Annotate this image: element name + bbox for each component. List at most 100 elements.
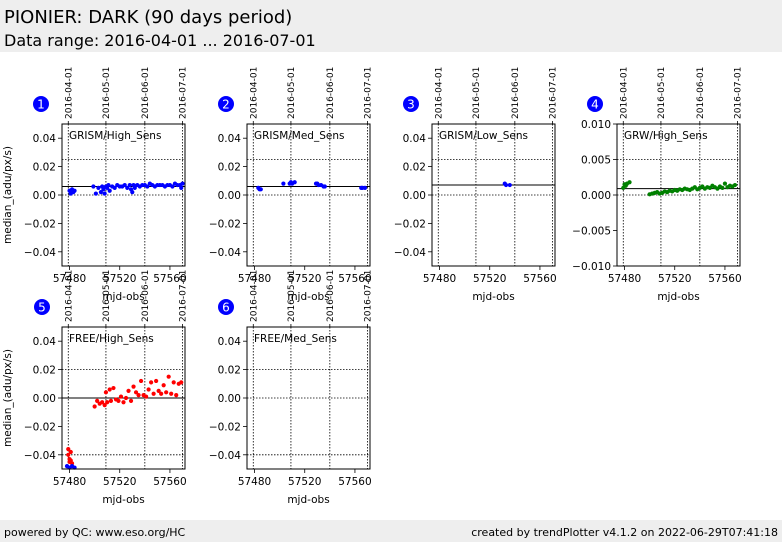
data-point bbox=[118, 394, 124, 399]
y-tick-label: −0.04 bbox=[394, 247, 426, 259]
data-point bbox=[154, 378, 159, 384]
y-tick-label: 0.04 bbox=[403, 133, 427, 145]
x-tick-label: 57560 bbox=[153, 476, 186, 488]
data-point bbox=[132, 185, 137, 190]
data-point bbox=[106, 182, 111, 188]
x-tick-label: 57480 bbox=[238, 476, 271, 488]
data-point bbox=[93, 191, 98, 196]
data-point bbox=[732, 182, 738, 188]
date-tick-label: 2016-06-01 bbox=[326, 67, 336, 119]
data-point bbox=[143, 394, 149, 399]
y-tick-label: −0.04 bbox=[209, 247, 241, 259]
y-tick-label: 0.04 bbox=[218, 336, 242, 348]
x-axis-label: mjd-obs bbox=[287, 494, 329, 506]
data-point bbox=[292, 180, 297, 185]
data-point bbox=[111, 385, 116, 391]
y-tick-label: −0.02 bbox=[209, 218, 241, 230]
x-axis-label: mjd-obs bbox=[287, 291, 329, 303]
chart-3: 2016-04-01 2016-05-01 2016-06-01 2016-07-01… bbox=[394, 67, 559, 303]
chart-6: 2016-04-01 2016-05-01 2016-06-01 2016-07-01… bbox=[209, 270, 374, 506]
x-tick-label: 57480 bbox=[423, 273, 456, 285]
x-tick-label: 57520 bbox=[658, 273, 691, 285]
x-tick-label: 57560 bbox=[338, 476, 371, 488]
data-point bbox=[362, 185, 368, 190]
data-point bbox=[107, 387, 112, 392]
plot-label: GRISM/Med_Sens bbox=[254, 130, 344, 142]
y-tick-label: −0.02 bbox=[24, 421, 56, 433]
data-point bbox=[103, 390, 109, 395]
plot-label: FREE/High_Sens bbox=[69, 333, 154, 345]
index-badge-label: 6 bbox=[222, 301, 230, 315]
y-tick-label: −0.010 bbox=[572, 261, 611, 273]
x-tick-label: 57520 bbox=[288, 476, 321, 488]
plot-label: FREE/Med_Sens bbox=[254, 333, 337, 345]
data-point bbox=[91, 184, 96, 189]
date-tick-label: 2016-07-01 bbox=[363, 67, 373, 119]
data-point bbox=[122, 182, 127, 188]
chart-2: 2016-04-01 2016-05-01 2016-06-01 2016-07-01… bbox=[209, 67, 374, 303]
data-point bbox=[108, 398, 114, 403]
plot-label: GRISM/Low_Sens bbox=[439, 130, 528, 142]
date-tick-label: 2016-04-01 bbox=[64, 67, 74, 119]
page-subtitle: Data range: 2016-04-01 ... 2016-07-01 bbox=[4, 31, 316, 50]
x-axis-label: mjd-obs bbox=[102, 494, 144, 506]
data-point bbox=[121, 400, 126, 405]
footer-created: created by trendPlotter v4.1.2 on 2022-0… bbox=[471, 526, 778, 539]
data-point bbox=[102, 403, 107, 408]
data-point bbox=[66, 452, 71, 457]
y-tick-label: 0.02 bbox=[218, 365, 241, 377]
data-point bbox=[66, 447, 71, 452]
y-tick-label: 0.010 bbox=[581, 119, 611, 131]
y-axis-label: median_(adu/px/s) bbox=[2, 349, 14, 447]
date-tick-label: 2016-05-01 bbox=[472, 67, 482, 119]
x-axis-label: mjd-obs bbox=[657, 291, 699, 303]
date-tick-label: 2016-04-01 bbox=[249, 270, 259, 322]
y-tick-label: 0.000 bbox=[581, 190, 611, 202]
data-point bbox=[156, 388, 161, 393]
data-point bbox=[164, 390, 169, 395]
index-badge bbox=[218, 96, 234, 112]
page-footer: powered by QC: www.eso.org/HC created by… bbox=[0, 520, 782, 542]
index-badge bbox=[34, 299, 50, 315]
data-point bbox=[507, 182, 512, 188]
data-point bbox=[627, 180, 632, 185]
x-tick-label: 57560 bbox=[708, 273, 741, 285]
data-point bbox=[126, 388, 131, 393]
x-tick-label: 57480 bbox=[53, 273, 86, 285]
data-point bbox=[149, 380, 154, 385]
data-point bbox=[136, 393, 141, 398]
date-tick-label: 2016-05-01 bbox=[102, 270, 112, 322]
data-point bbox=[130, 190, 135, 195]
y-axis-label: median_(adu/px/s) bbox=[2, 146, 14, 244]
data-point bbox=[722, 181, 728, 186]
y-tick-label: −0.04 bbox=[24, 450, 56, 462]
data-point bbox=[161, 383, 166, 388]
y-tick-label: −0.02 bbox=[394, 218, 426, 230]
data-point bbox=[133, 390, 139, 395]
date-tick-label: 2016-06-01 bbox=[141, 67, 151, 119]
y-tick-label: 0.00 bbox=[403, 190, 426, 202]
y-tick-label: 0.02 bbox=[403, 162, 426, 174]
data-point bbox=[281, 181, 286, 186]
data-point bbox=[174, 393, 179, 398]
page-title: PIONIER: DARK (90 days period) bbox=[4, 7, 293, 28]
y-tick-label: 0.00 bbox=[33, 393, 56, 405]
date-tick-label: 2016-05-01 bbox=[657, 67, 667, 119]
x-tick-label: 57520 bbox=[103, 273, 136, 285]
date-tick-label: 2016-04-01 bbox=[249, 67, 259, 119]
data-point bbox=[96, 185, 101, 190]
index-badge-label: 3 bbox=[407, 98, 415, 112]
data-point bbox=[138, 378, 144, 384]
y-tick-label: 0.04 bbox=[218, 133, 242, 145]
chart-4: 2016-04-01 2016-05-01 2016-06-01 2016-07-01… bbox=[572, 67, 743, 303]
page-header: PIONIER: DARK (90 days period) Data rang… bbox=[0, 0, 782, 52]
data-point bbox=[98, 190, 104, 195]
x-tick-label: 57480 bbox=[238, 273, 271, 285]
data-point bbox=[112, 185, 117, 190]
data-point bbox=[258, 187, 263, 192]
x-tick-label: 57480 bbox=[608, 273, 641, 285]
y-tick-label: −0.02 bbox=[24, 218, 56, 230]
data-point bbox=[72, 188, 77, 193]
data-point bbox=[180, 181, 185, 186]
y-tick-label: 0.04 bbox=[33, 133, 57, 145]
